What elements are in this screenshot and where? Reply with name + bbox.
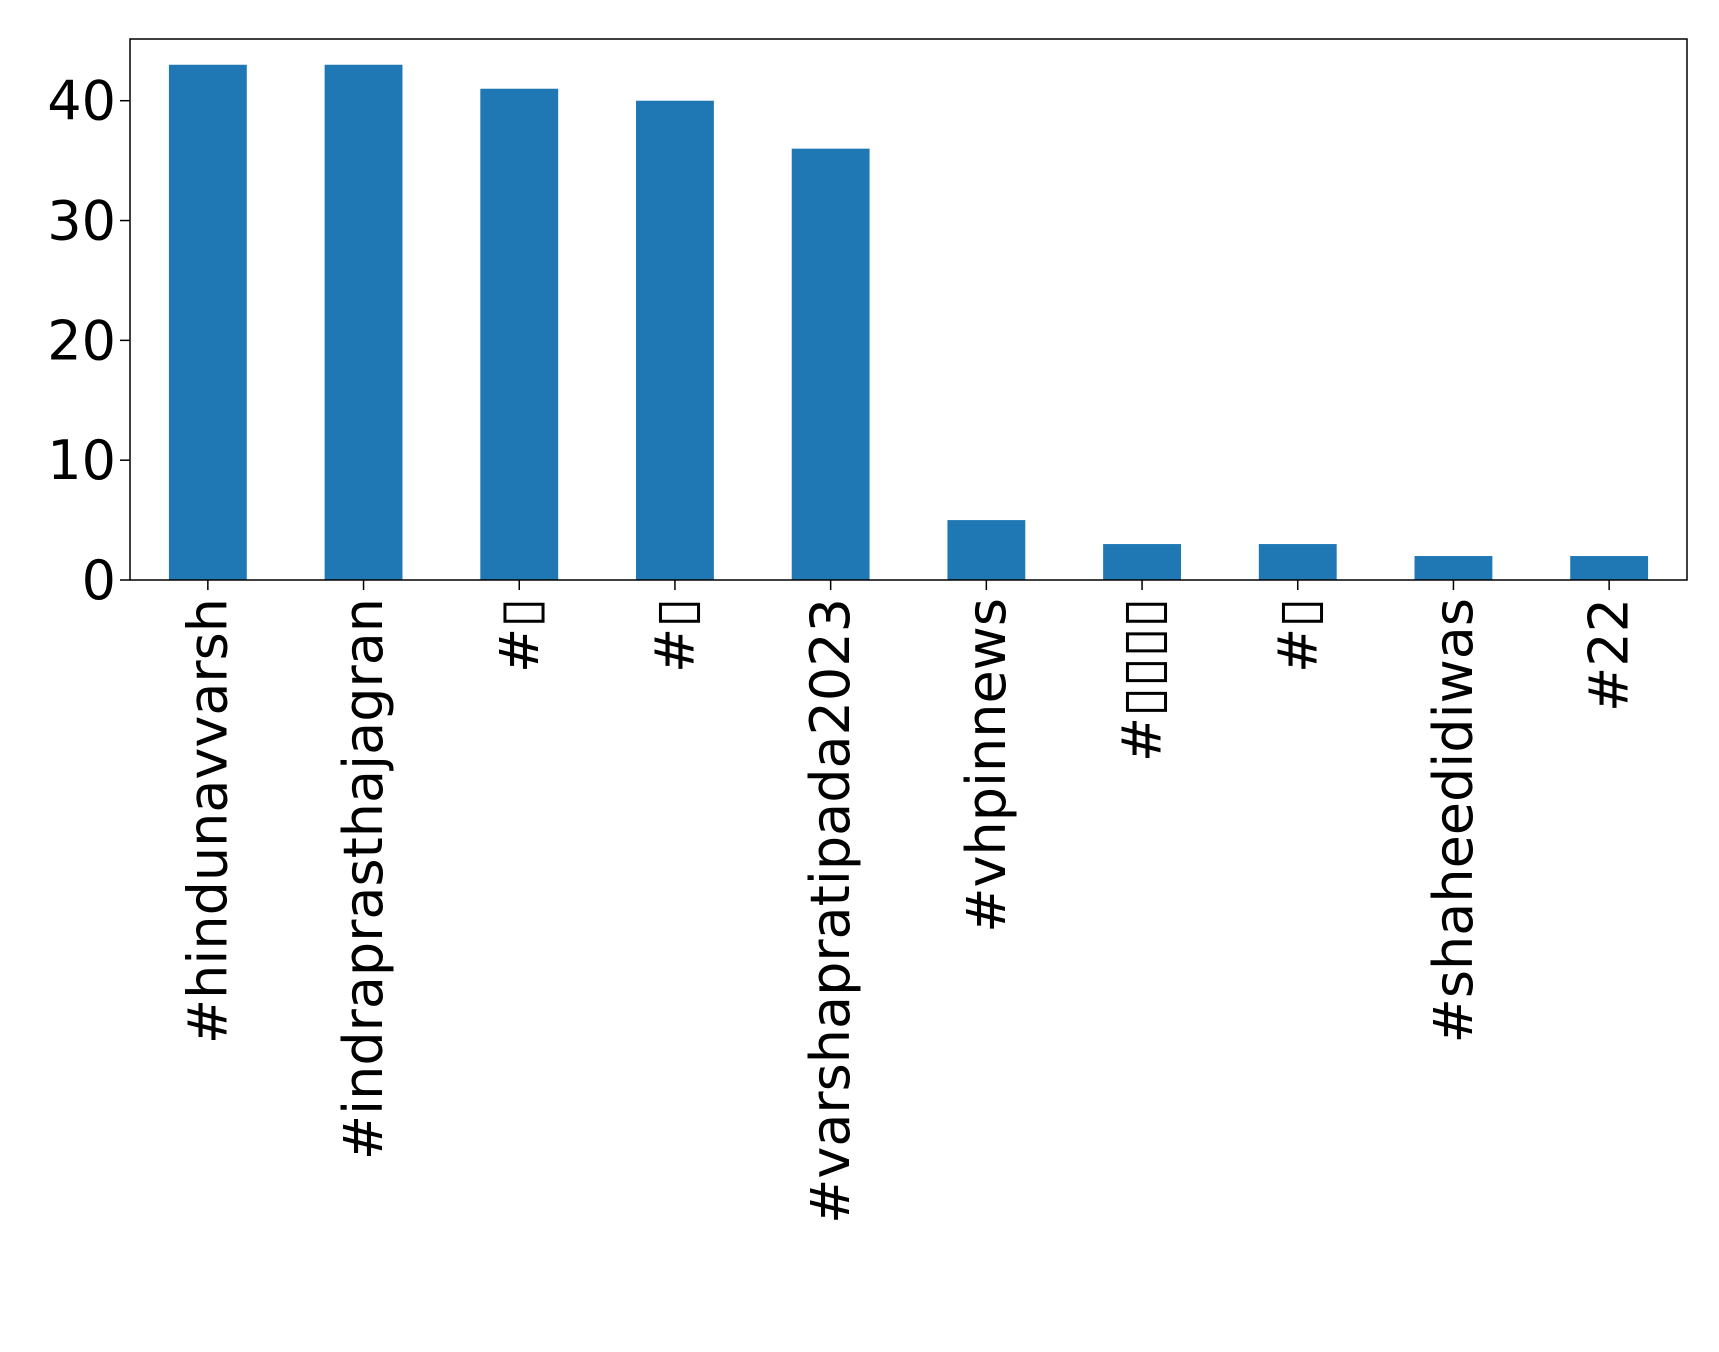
y-tick-label-4: 40: [47, 70, 116, 133]
x-tick-label-1: #indraprasthajagran: [332, 598, 395, 1160]
x-tick-label-9: #22: [1578, 598, 1641, 712]
x-tick-label-7: #▯: [1266, 598, 1329, 673]
x-tick-label-6: #▯▯▯▯: [1111, 598, 1174, 762]
bar-6: [1103, 544, 1181, 580]
y-axis: 0 10 20 30 40: [47, 70, 130, 612]
x-tick-label-5: #vhpinnews: [955, 598, 1018, 933]
x-tick-label-3: #▯: [643, 598, 706, 673]
x-tick-label-4: #varshapratipada2023: [799, 598, 862, 1224]
y-tick-label-1: 10: [47, 429, 116, 492]
x-axis: #hindunavvarsh #indraprasthajagran #▯ #▯ #va…: [176, 580, 1641, 1224]
y-tick-label-3: 30: [47, 190, 116, 253]
bar-3: [636, 100, 714, 581]
bar-1: [324, 64, 403, 580]
x-tick-label-2: #▯: [488, 598, 551, 673]
x-tick-label-0: #hindunavvarsh: [176, 598, 239, 1044]
plot-frame: [129, 38, 1688, 581]
bar-2: [480, 88, 559, 580]
bars-group: [168, 64, 1649, 581]
bar-0: [168, 64, 247, 580]
bar-4: [791, 148, 870, 580]
bar-5: [947, 520, 1026, 580]
x-tick-label-8: #shaheedidiwas: [1422, 598, 1485, 1043]
bar-9: [1570, 556, 1649, 580]
y-tick-label-2: 20: [47, 309, 116, 372]
y-tick-label-0: 0: [82, 549, 116, 612]
bar-8: [1414, 556, 1493, 580]
bar-7: [1258, 544, 1337, 580]
